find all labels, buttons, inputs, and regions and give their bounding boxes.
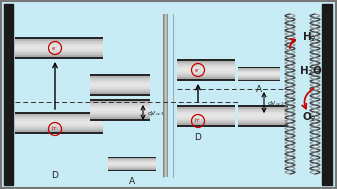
Text: H$_2$O: H$_2$O: [299, 64, 323, 78]
Text: O$_2$: O$_2$: [302, 110, 317, 124]
Text: qV$_{oc1}$: qV$_{oc1}$: [147, 108, 165, 118]
Text: e⁻: e⁻: [195, 67, 201, 73]
Text: A: A: [256, 84, 262, 94]
Text: qV$_{oc2}$: qV$_{oc2}$: [267, 98, 285, 108]
Text: H$_2$: H$_2$: [302, 30, 317, 44]
Text: e⁻: e⁻: [52, 46, 58, 50]
Text: h⁺: h⁺: [195, 119, 201, 123]
Text: D: D: [194, 132, 202, 142]
Text: h⁺: h⁺: [52, 126, 58, 132]
Text: A: A: [129, 177, 135, 185]
Text: D: D: [52, 170, 58, 180]
